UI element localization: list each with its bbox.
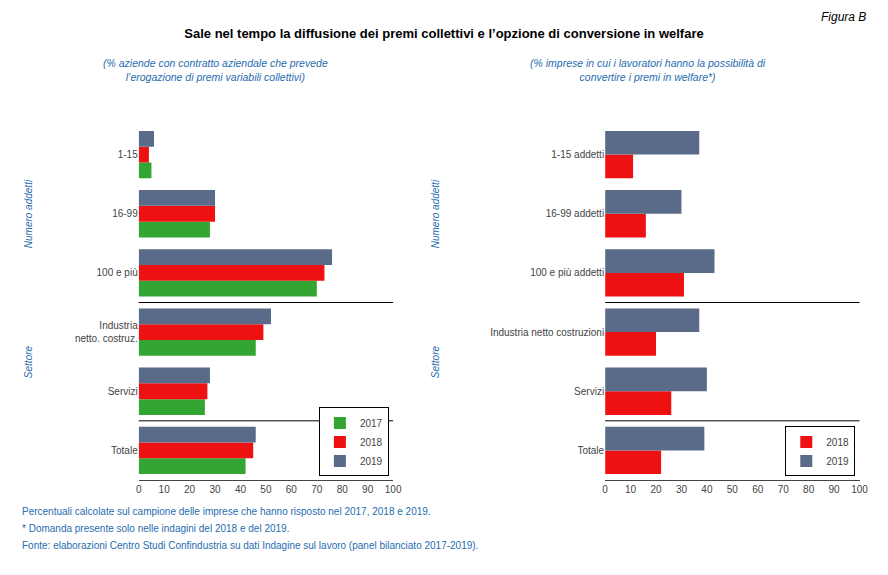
svg-text:Percentuali calcolate sul camp: Percentuali calcolate sul campione delle…: [22, 506, 431, 517]
svg-text:50: 50: [260, 484, 272, 495]
svg-text:30: 30: [209, 484, 221, 495]
svg-text:Industria netto costruzioni: Industria netto costruzioni: [490, 327, 604, 338]
svg-text:100 e più: 100 e più: [97, 267, 138, 278]
svg-text:Numero addetti: Numero addetti: [430, 179, 441, 248]
svg-text:16-99 addetti: 16-99 addetti: [546, 208, 604, 219]
svg-text:30: 30: [676, 484, 688, 495]
svg-text:2019: 2019: [360, 456, 383, 467]
svg-text:50: 50: [727, 484, 739, 495]
svg-text:100 e più addetti: 100 e più addetti: [530, 267, 604, 278]
svg-text:1-15: 1-15: [118, 149, 138, 160]
svg-text:40: 40: [701, 484, 713, 495]
svg-text:100: 100: [385, 484, 402, 495]
svg-text:Settore: Settore: [430, 346, 441, 379]
svg-text:Numero addetti: Numero addetti: [23, 179, 34, 248]
svg-text:70: 70: [778, 484, 790, 495]
svg-text:* Domanda presente solo nelle: * Domanda presente solo nelle indagini d…: [22, 523, 289, 534]
svg-text:10: 10: [625, 484, 637, 495]
svg-text:10: 10: [159, 484, 171, 495]
svg-text:90: 90: [829, 484, 841, 495]
svg-text:Servizi: Servizi: [108, 386, 138, 397]
svg-text:Totale: Totale: [111, 445, 138, 456]
svg-text:60: 60: [752, 484, 764, 495]
svg-text:20: 20: [184, 484, 196, 495]
svg-text:80: 80: [803, 484, 815, 495]
svg-text:Fonte: elaborazioni Centro Stu: Fonte: elaborazioni Centro Studi Confind…: [22, 540, 478, 551]
svg-text:Sale nel tempo la diffusione d: Sale nel tempo la diffusione dei premi c…: [184, 26, 703, 41]
svg-text:Totale: Totale: [577, 445, 604, 456]
svg-text:Figura B: Figura B: [821, 10, 866, 24]
svg-text:Industrianetto. costruz.: Industrianetto. costruz.: [75, 320, 138, 344]
svg-text:60: 60: [286, 484, 298, 495]
svg-text:(% aziende con contratto azien: (% aziende con contratto aziendale che p…: [103, 57, 328, 83]
svg-text:20: 20: [650, 484, 662, 495]
svg-text:1-15 addetti: 1-15 addetti: [551, 149, 604, 160]
svg-text:70: 70: [311, 484, 323, 495]
svg-text:(% imprese in cui i lavoratori: (% imprese in cui i lavoratori hanno la …: [530, 57, 766, 83]
svg-text:2017: 2017: [360, 418, 383, 429]
svg-text:80: 80: [337, 484, 349, 495]
svg-text:Settore: Settore: [23, 345, 34, 378]
svg-text:40: 40: [235, 484, 247, 495]
svg-text:2018: 2018: [360, 437, 383, 448]
svg-text:Servizi: Servizi: [574, 386, 604, 397]
svg-text:90: 90: [362, 484, 374, 495]
svg-text:2018: 2018: [826, 437, 849, 448]
svg-text:0: 0: [602, 484, 608, 495]
svg-text:100: 100: [851, 484, 868, 495]
svg-text:16-99: 16-99: [112, 208, 138, 219]
svg-text:0: 0: [136, 484, 142, 495]
svg-text:2019: 2019: [826, 456, 849, 467]
